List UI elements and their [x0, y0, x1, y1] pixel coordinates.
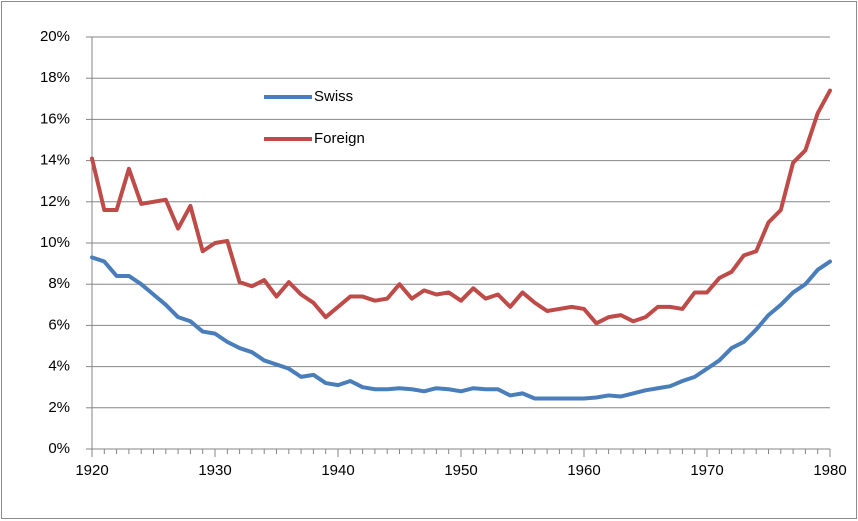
- x-tick-label: 1960: [567, 462, 600, 479]
- y-tick-label: 18%: [40, 69, 70, 86]
- x-tick-label: 1940: [321, 462, 354, 479]
- y-tick-label: 2%: [48, 399, 70, 416]
- y-tick-label: 4%: [48, 358, 70, 375]
- legend-label: Swiss: [314, 88, 353, 105]
- y-tick-label: 10%: [40, 234, 70, 251]
- x-tick-label: 1930: [198, 462, 231, 479]
- series-line: [90, 88, 832, 326]
- y-tick-label: 20%: [40, 28, 70, 45]
- x-tick-label: 1970: [690, 462, 723, 479]
- y-tick-label: 12%: [40, 193, 70, 210]
- y-tick-label: 8%: [48, 275, 70, 292]
- y-tick-label: 0%: [48, 440, 70, 457]
- y-tick-label: 14%: [40, 152, 70, 169]
- x-tick-label: 1920: [75, 462, 108, 479]
- series-line: [90, 255, 832, 401]
- x-tick-label: 1980: [813, 462, 846, 479]
- x-tick-label: 1950: [444, 462, 477, 479]
- y-tick-label: 16%: [40, 110, 70, 127]
- legend-label: Foreign: [314, 130, 365, 147]
- y-tick-label: 6%: [48, 316, 70, 333]
